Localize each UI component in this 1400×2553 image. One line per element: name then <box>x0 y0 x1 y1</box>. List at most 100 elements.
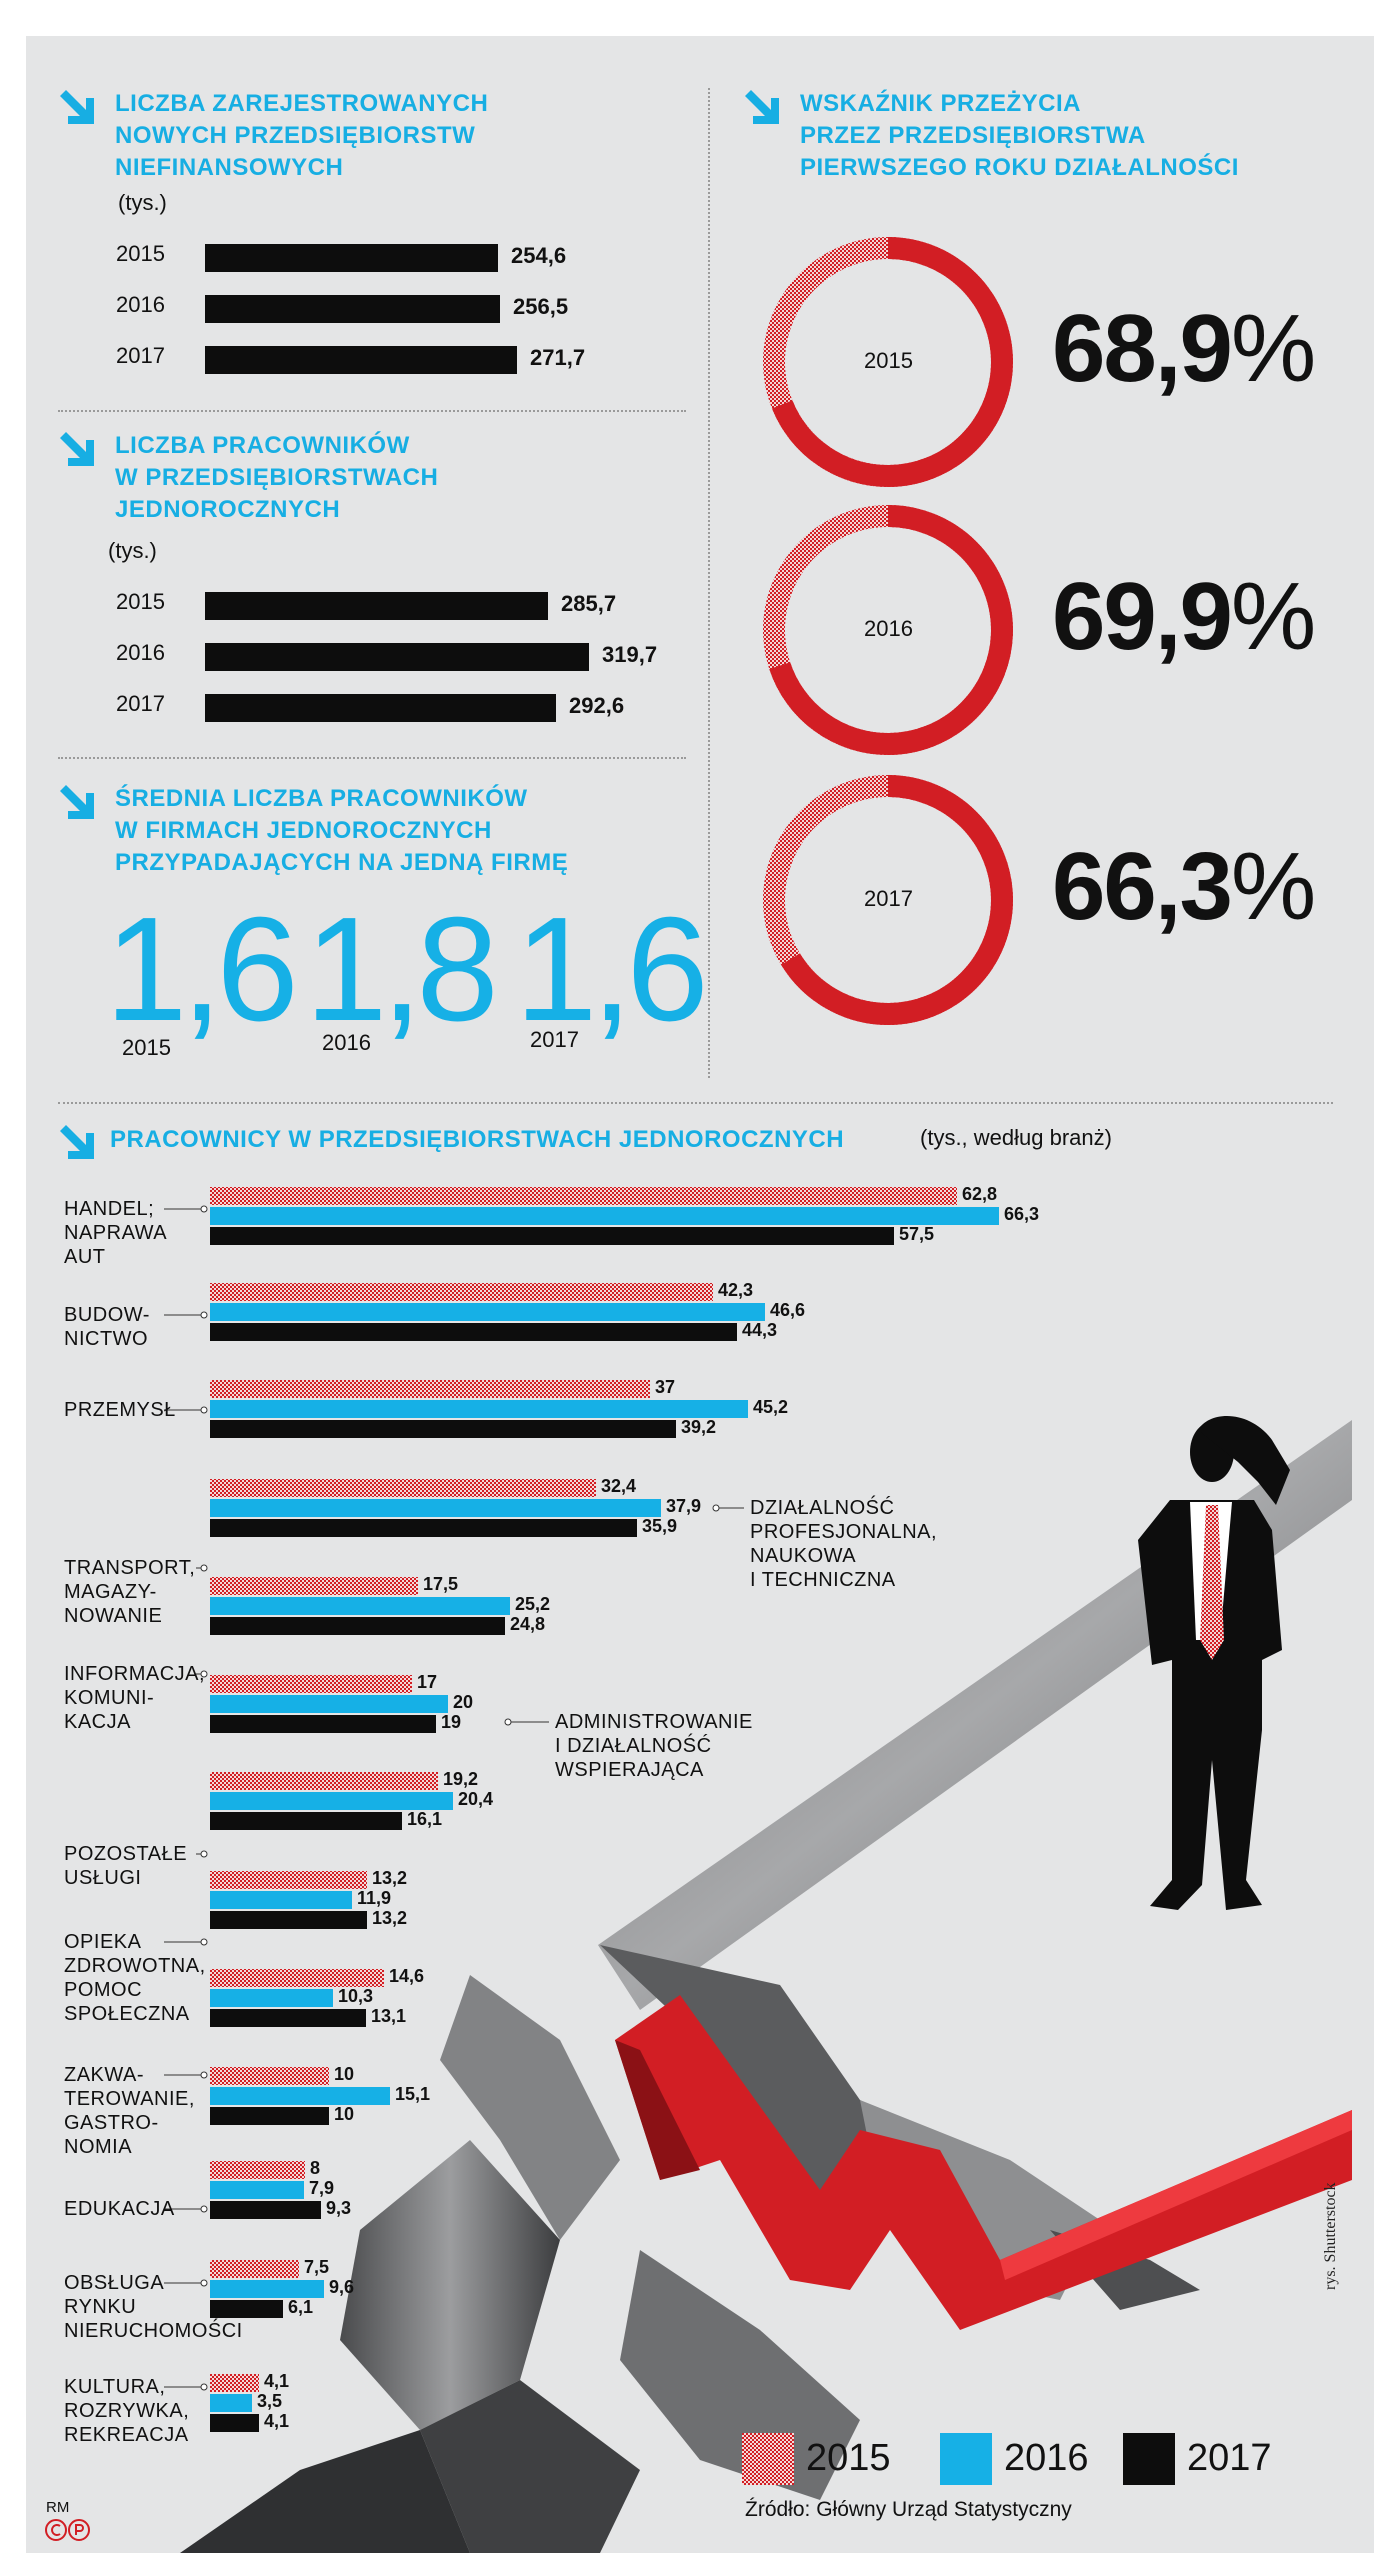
arrow-down-right-icon <box>60 1125 94 1159</box>
value-label: 25,2 <box>515 1594 551 1614</box>
year-label: 2016 <box>322 1030 371 1055</box>
leader-dot <box>200 1564 208 1572</box>
bar-2016 <box>210 2087 390 2105</box>
category-label: INFORMACJA, KOMUNI- KACJA <box>64 1662 205 1734</box>
leader-dot <box>200 2071 208 2079</box>
category-label-line: TEROWANIE, <box>64 2088 195 2110</box>
category-label-line: NOMIA <box>64 2136 133 2158</box>
value-label: 17 <box>417 1672 438 1692</box>
legend-label: 2015 <box>806 2437 891 2479</box>
category-label-line: AUT <box>64 1246 106 1268</box>
value-label: 66,3 <box>1004 1204 1040 1224</box>
value-label: 9,3 <box>326 2198 352 2218</box>
legend-label: 2017 <box>1187 2437 1272 2479</box>
average-value: 1,6 <box>105 887 299 1052</box>
category-label-line: KACJA <box>64 1711 131 1733</box>
unit-label: (tys.) <box>108 538 157 563</box>
title-line: LICZBA ZAREJESTROWANYCH <box>115 90 489 117</box>
category-label-line: KOMUNI- <box>64 1687 155 1709</box>
title-line: PRZEZ PRZEDSIĘBIORSTWA <box>800 122 1146 149</box>
bar-2015 <box>210 2260 299 2278</box>
survival-donut <box>763 505 1013 755</box>
value-label: 37,9 <box>666 1496 702 1516</box>
bar-2015 <box>210 1969 384 1987</box>
year-label: 2017 <box>530 1027 579 1052</box>
leader-dot <box>200 1850 208 1858</box>
leader-dot <box>200 2383 208 2391</box>
registered-firms-title: LICZBA ZAREJESTROWANYCH NOWYCH PRZEDSIĘBI… <box>115 88 488 184</box>
bar-2016 <box>210 1207 999 1225</box>
value-label: 37 <box>655 1377 676 1397</box>
value-label: 256,5 <box>513 294 569 319</box>
category-label-line: ADMINISTROWANIE <box>555 1711 753 1733</box>
value-label: 6,1 <box>288 2297 314 2317</box>
category-label: DZIAŁALNOŚĆ PROFESJONALNA, NAUKOWA I TECHNI… <box>750 1496 937 1592</box>
value-label: 10 <box>334 2064 355 2084</box>
employees-bar <box>205 592 548 620</box>
value-label: 57,5 <box>899 1224 935 1244</box>
value-label: 4,1 <box>264 2371 290 2391</box>
registered-firms-bar <box>205 346 517 374</box>
category-label: ADMINISTROWANIE I DZIAŁALNOŚĆ WSPIERAJĄCA <box>555 1710 753 1782</box>
value-label: 17,5 <box>423 1574 459 1594</box>
separator <box>708 88 710 1078</box>
leader-dot <box>200 2205 208 2213</box>
value-label: 11,9 <box>357 1888 392 1908</box>
title-line: W PRZEDSIĘBIORSTWACH <box>115 464 439 491</box>
value-label: 9,6 <box>329 2277 355 2297</box>
title-line: ŚREDNIA LICZBA PRACOWNIKÓW <box>115 785 528 812</box>
percent-sign: % <box>1230 295 1316 402</box>
category-label-line: PRZEMYSŁ <box>64 1399 176 1421</box>
category-label-line: GASTRO- <box>64 2112 159 2134</box>
value-label: 14,6 <box>389 1966 425 1986</box>
value-label: 13,2 <box>372 1908 408 1928</box>
legend-swatch-2016 <box>940 2433 992 2485</box>
percent-sign: % <box>1230 563 1316 670</box>
separator <box>58 1102 1333 1104</box>
separator <box>58 410 686 412</box>
title-line: WSKAŹNIK PRZEŻYCIA <box>800 90 1081 117</box>
employees-bar <box>205 643 589 671</box>
value-label: 7,5 <box>304 2257 330 2277</box>
value-label: 46,6 <box>770 1300 806 1320</box>
value-label: 19 <box>441 1712 462 1732</box>
category-label-line: PROFESJONALNA, <box>750 1521 938 1543</box>
category-label-line: MAGAZY- <box>64 1581 157 1603</box>
category-label: ZAKWA- TEROWANIE, GASTRO- NOMIA <box>64 2063 195 2159</box>
value-label: 15,1 <box>395 2084 431 2104</box>
average-value: 1,6 <box>515 887 709 1052</box>
arrow-down-right-icon <box>745 90 779 124</box>
bar-2015 <box>210 1283 713 1301</box>
category-label: OPIEKA ZDROWOTNA, POMOC SPOŁECZNA <box>64 1930 206 2026</box>
year-label: 2017 <box>116 691 165 716</box>
value-label: 44,3 <box>742 1320 778 1340</box>
category-label-line: RYNKU <box>64 2296 137 2318</box>
value-label: 285,7 <box>561 591 617 616</box>
arrow-down-right-icon <box>60 432 94 466</box>
year-label: 2016 <box>116 292 165 317</box>
bar-2015 <box>210 1479 596 1497</box>
category-label-line: NAPRAWA <box>64 1222 168 1244</box>
value-label: 8 <box>310 2158 321 2178</box>
unit-label: (tys., według branż) <box>920 1125 1112 1150</box>
category-label-line: POZOSTAŁE <box>64 1843 188 1865</box>
category-label-line: WSPIERAJĄCA <box>555 1759 704 1781</box>
bar-2016 <box>210 2280 324 2298</box>
year-label: 2015 <box>864 348 913 373</box>
value-label: 13,1 <box>371 2006 407 2026</box>
survival-rate-title: WSKAŹNIK PRZEŻYCIA PRZEZ PRZEDSIĘBIORSTWA… <box>800 88 1239 184</box>
bar-2015 <box>210 1577 418 1595</box>
bar-2016 <box>210 1989 333 2007</box>
value-label: 19,2 <box>443 1769 479 1789</box>
value-label: 62,8 <box>962 1184 998 1204</box>
bar-2017 <box>210 2414 259 2432</box>
survival-percent: 69,9% <box>1052 562 1316 672</box>
percent-value: 66,3 <box>1052 833 1233 940</box>
category-label-line: OPIEKA <box>64 1931 142 1953</box>
value-label: 10,3 <box>338 1986 374 2006</box>
bar-2015 <box>210 2067 329 2085</box>
category-label-line: ZAKWA- <box>64 2064 145 2086</box>
category-label-line: ZDROWOTNA, <box>64 1955 206 1977</box>
